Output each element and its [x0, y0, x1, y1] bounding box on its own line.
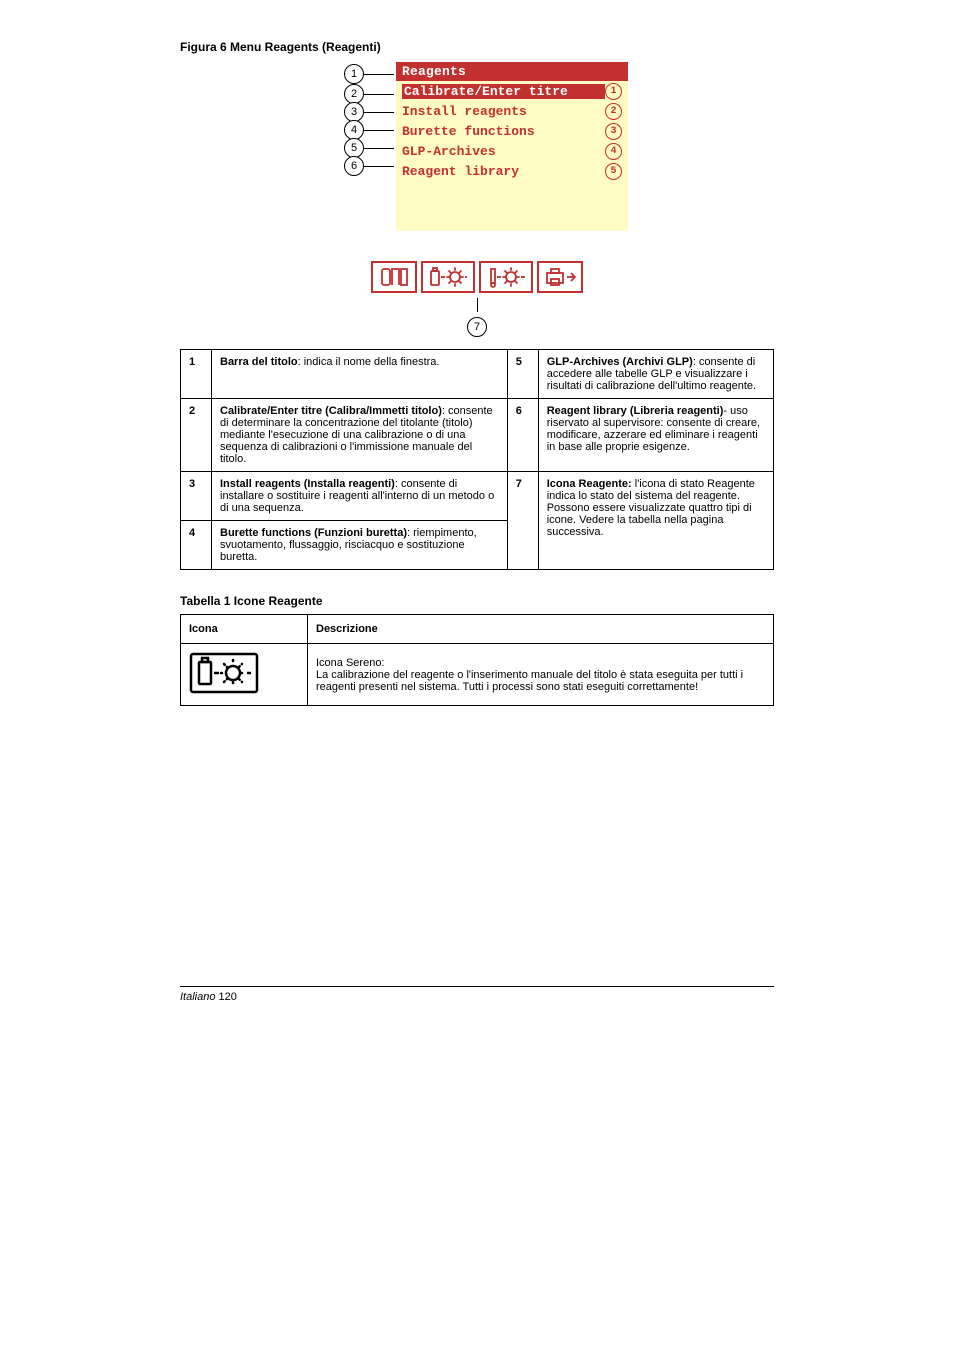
lcd-row: Reagent library 5 [396, 161, 628, 181]
callout-3: 3 [344, 102, 394, 122]
desc-num: 4 [181, 521, 212, 570]
desc-num: 5 [507, 350, 538, 399]
desc-num: 2 [181, 399, 212, 472]
icon-bar: 7 [180, 261, 774, 337]
lcd-screen: Reagents Calibrate/Enter titre 1 Install… [396, 62, 628, 231]
lcd-row: Calibrate/Enter titre 1 [396, 81, 628, 101]
callout-5: 5 [344, 138, 394, 158]
document-page: Figura 6 Menu Reagents (Reagenti) 1 2 3 … [0, 0, 954, 1043]
desc-num: 1 [181, 350, 212, 399]
callout-2: 2 [344, 84, 394, 104]
reagent-sun-icon [421, 261, 475, 293]
desc-text: Burette functions (Funzioni buretta): ri… [212, 521, 508, 570]
icons-header: Descrizione [308, 615, 774, 644]
description-table: 1 Barra del titolo: indica il nome della… [180, 349, 774, 570]
icon-description: Icona Sereno: La calibrazione del reagen… [308, 644, 774, 706]
callout-7: 7 [180, 298, 774, 337]
method-icon [371, 261, 417, 293]
table-caption: Tabella 1 Icone Reagente [180, 594, 774, 608]
desc-num: 3 [181, 472, 212, 521]
lcd-row: GLP-Archives 4 [396, 141, 628, 161]
printer-icon [537, 261, 583, 293]
icons-table: Icona Descrizione [180, 614, 774, 706]
lcd-row: Burette functions 3 [396, 121, 628, 141]
callout-4: 4 [344, 120, 394, 140]
callout-1: 1 [344, 64, 394, 84]
figure-caption: Figura 6 Menu Reagents (Reagenti) [180, 40, 774, 54]
lcd-row: Install reagents 2 [396, 101, 628, 121]
reagents-diagram: 1 2 3 4 5 6 Reagents Calibrate/Enter tit… [180, 62, 774, 337]
icons-header: Icona [181, 615, 308, 644]
desc-text: Calibrate/Enter titre (Calibra/Immetti t… [212, 399, 508, 472]
page-footer: Italiano 120 [180, 986, 774, 1003]
desc-text: Icona Reagente: l'icona di stato Reagent… [538, 472, 773, 570]
electrode-sun-icon [479, 261, 533, 293]
footer-page-number: 120 [219, 991, 237, 1003]
lcd-title: Reagents [396, 62, 628, 81]
desc-text: Barra del titolo: indica il nome della f… [212, 350, 508, 399]
desc-num: 6 [507, 399, 538, 472]
callout-6: 6 [344, 156, 394, 176]
desc-text: Install reagents (Installa reagenti): co… [212, 472, 508, 521]
footer-language: Italiano [180, 991, 215, 1003]
icon-cell [181, 644, 308, 706]
desc-text: GLP-Archives (Archivi GLP): consente di … [538, 350, 773, 399]
desc-text: Reagent library (Libreria reagenti)- uso… [538, 399, 773, 472]
desc-num: 7 [507, 472, 538, 570]
sereno-icon [189, 652, 259, 694]
